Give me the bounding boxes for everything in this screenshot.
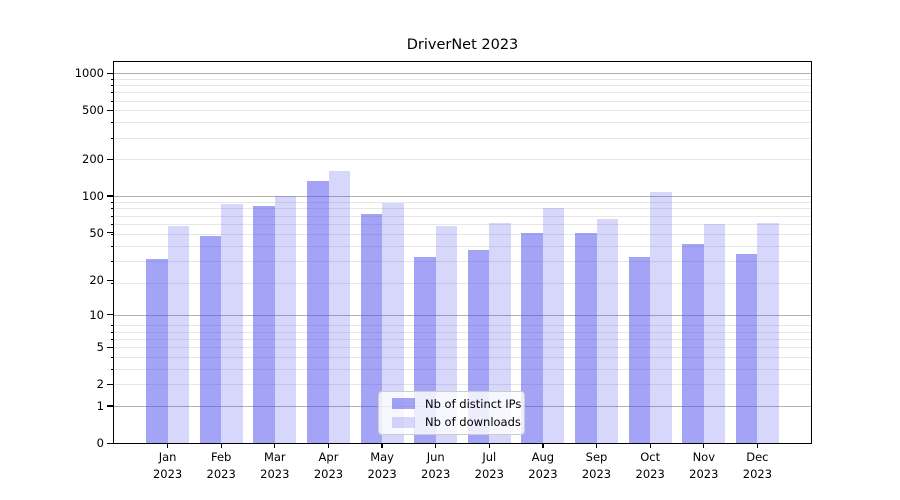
x-tick-label: Jan 2023 (152, 450, 183, 481)
y-tick-label: 10 (89, 307, 104, 322)
y-tick-label: 20 (89, 273, 104, 287)
y-tick-label: 50 (89, 225, 104, 240)
x-tick-label: Jun 2023 (421, 450, 451, 481)
legend-label-distinct-ips: Nb of distinct IPs (425, 396, 522, 411)
legend-swatch-downloads (392, 416, 415, 428)
x-tick-label: Apr 2023 (313, 450, 344, 481)
x-tick-label: May 2023 (367, 450, 397, 481)
x-tick-label: Nov 2023 (689, 450, 719, 481)
legend-entry-downloads: Nb of downloads (392, 415, 521, 431)
x-tick-label: Feb 2023 (206, 450, 236, 481)
legend-label-downloads: Nb of downloads (425, 415, 521, 430)
x-tick-label: Aug 2023 (528, 450, 558, 481)
legend-swatch-distinct-ips (392, 398, 415, 410)
x-tick-label: Mar 2023 (260, 450, 290, 481)
legend-entry-distinct-ips: Nb of distinct IPs (392, 396, 521, 412)
x-tick-label: Dec 2023 (742, 450, 773, 481)
legend: Nb of distinct IPs Nb of downloads (378, 391, 525, 435)
x-tick-label: Sep 2023 (581, 450, 612, 481)
plot-area (113, 61, 812, 444)
x-tick-label: Jul 2023 (474, 450, 504, 481)
y-tick-label: 1 (96, 398, 104, 413)
x-tick-label: Oct 2023 (635, 450, 665, 481)
y-tick-label: 100 (82, 188, 104, 203)
y-tick-label: 0 (96, 436, 104, 450)
chart-title: DriverNet 2023 (406, 37, 519, 53)
y-tick-label: 5 (96, 340, 104, 355)
y-tick-label: 1000 (74, 66, 104, 80)
y-tick-label: 2 (96, 377, 104, 392)
y-tick-label: 200 (82, 152, 104, 166)
y-tick-label: 500 (82, 103, 104, 118)
